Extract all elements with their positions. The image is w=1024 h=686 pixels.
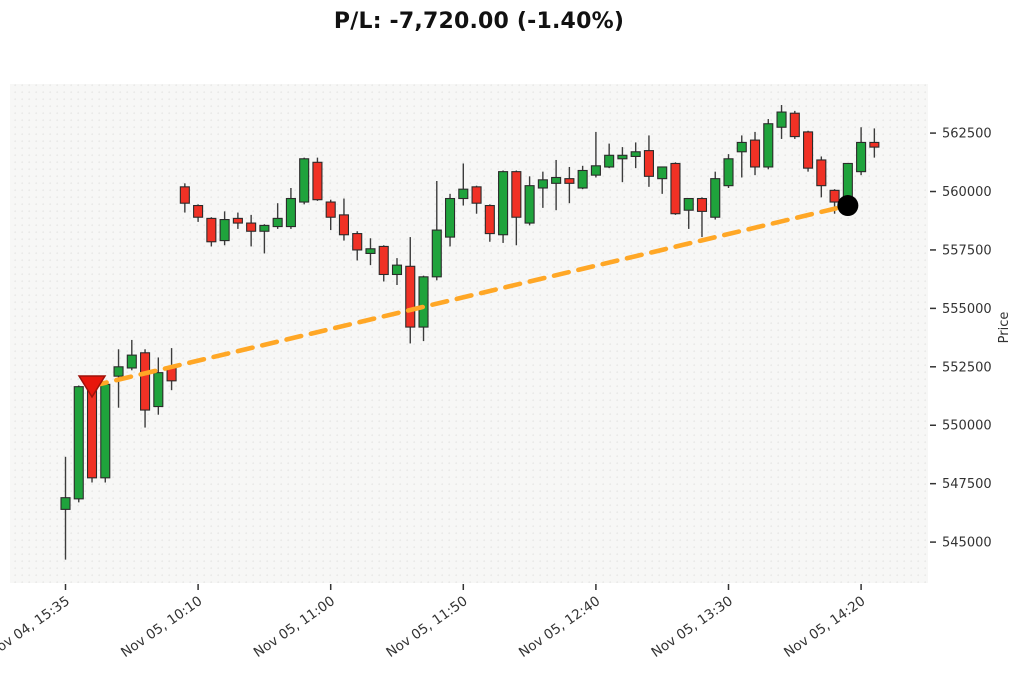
x-tick-label: Nov 05, 11:00 <box>251 593 338 661</box>
candle <box>856 127 867 176</box>
candle <box>246 214 257 247</box>
x-tick-label: Nov 05, 10:10 <box>118 593 205 661</box>
candle <box>444 193 456 247</box>
x-tick-label: Nov 05, 11:50 <box>383 593 470 661</box>
candle <box>193 204 204 222</box>
candle <box>696 197 708 238</box>
y-tick-label: 562500 <box>942 127 992 142</box>
candle <box>140 349 151 428</box>
y-tick-label: 555000 <box>942 302 992 317</box>
candle <box>577 165 588 190</box>
candle <box>352 231 363 261</box>
x-tick-label: Nov 05, 14:20 <box>781 593 868 661</box>
candle <box>219 211 230 246</box>
y-tick-label: 547500 <box>942 477 992 492</box>
candle <box>723 154 734 189</box>
candle <box>604 143 615 169</box>
candle <box>630 142 641 169</box>
y-tick-label: 550000 <box>942 419 992 434</box>
pnl-trend-line <box>89 203 851 389</box>
candle <box>378 245 389 282</box>
candle <box>564 166 575 204</box>
y-tick-label: 545000 <box>942 536 992 551</box>
candle <box>789 110 800 139</box>
candle <box>749 131 761 176</box>
candle <box>179 183 190 213</box>
exit-marker-dot-icon <box>837 195 859 217</box>
candle <box>670 162 681 215</box>
candle <box>816 156 827 198</box>
y-tick-label: 557500 <box>942 243 992 258</box>
candle <box>498 170 509 243</box>
candle <box>471 185 482 214</box>
candle <box>60 456 71 560</box>
x-tick-label: Nov 05, 12:40 <box>516 593 603 661</box>
candle <box>776 105 787 139</box>
candle <box>736 135 747 178</box>
candle <box>299 157 310 205</box>
y-axis: 562500 560000 557500 555000 552500 550000 5475… <box>930 127 1012 551</box>
candle <box>391 258 403 286</box>
candle <box>86 386 98 483</box>
candle <box>431 180 442 281</box>
candle <box>683 197 694 229</box>
y-axis-title: Price <box>997 312 1012 344</box>
candle <box>285 188 296 229</box>
candle <box>511 170 522 246</box>
candle <box>590 131 601 178</box>
candle <box>763 119 774 170</box>
candle <box>803 130 814 172</box>
candle <box>551 159 562 211</box>
candle <box>272 203 283 229</box>
candle <box>710 171 721 220</box>
y-tick-label: 560000 <box>942 185 992 200</box>
candle <box>643 135 654 187</box>
candle <box>312 157 323 201</box>
candle <box>458 163 469 206</box>
candle <box>126 339 137 371</box>
candle <box>232 212 243 229</box>
candle <box>617 147 628 183</box>
plot-area-texture <box>10 84 928 583</box>
candle <box>259 224 270 254</box>
candle <box>338 198 350 241</box>
candle <box>484 204 495 242</box>
chart-title: P/L: -7,720.00 (-1.40%) <box>333 9 625 34</box>
candle <box>153 357 164 415</box>
x-axis: Nov 04, 15:35 Nov 05, 10:10 Nov 05, 11:00 N… <box>0 584 868 661</box>
candle <box>325 199 336 231</box>
candle <box>73 385 84 503</box>
candle <box>537 171 548 208</box>
candle <box>657 166 668 194</box>
candle <box>365 238 376 266</box>
entry-marker-triangle-down-icon <box>77 375 107 399</box>
candles <box>60 105 880 560</box>
candle <box>405 237 416 344</box>
x-tick-label: Nov 05, 13:30 <box>649 593 736 661</box>
x-tick-label: Nov 04, 15:35 <box>0 593 73 661</box>
candle <box>869 128 880 158</box>
candle <box>206 217 217 247</box>
y-tick-label: 552500 <box>942 360 992 375</box>
candle <box>100 383 111 483</box>
candle <box>524 176 535 226</box>
